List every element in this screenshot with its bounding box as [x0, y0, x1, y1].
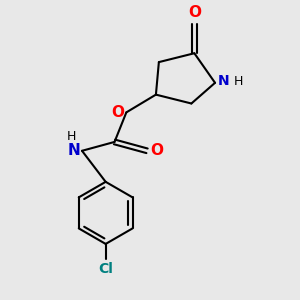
Text: O: O	[188, 5, 201, 20]
Text: N: N	[218, 74, 230, 88]
Text: O: O	[151, 143, 164, 158]
Text: H: H	[233, 75, 243, 88]
Text: O: O	[111, 105, 124, 120]
Text: N: N	[68, 143, 80, 158]
Text: H: H	[67, 130, 76, 143]
Text: Cl: Cl	[98, 262, 113, 276]
